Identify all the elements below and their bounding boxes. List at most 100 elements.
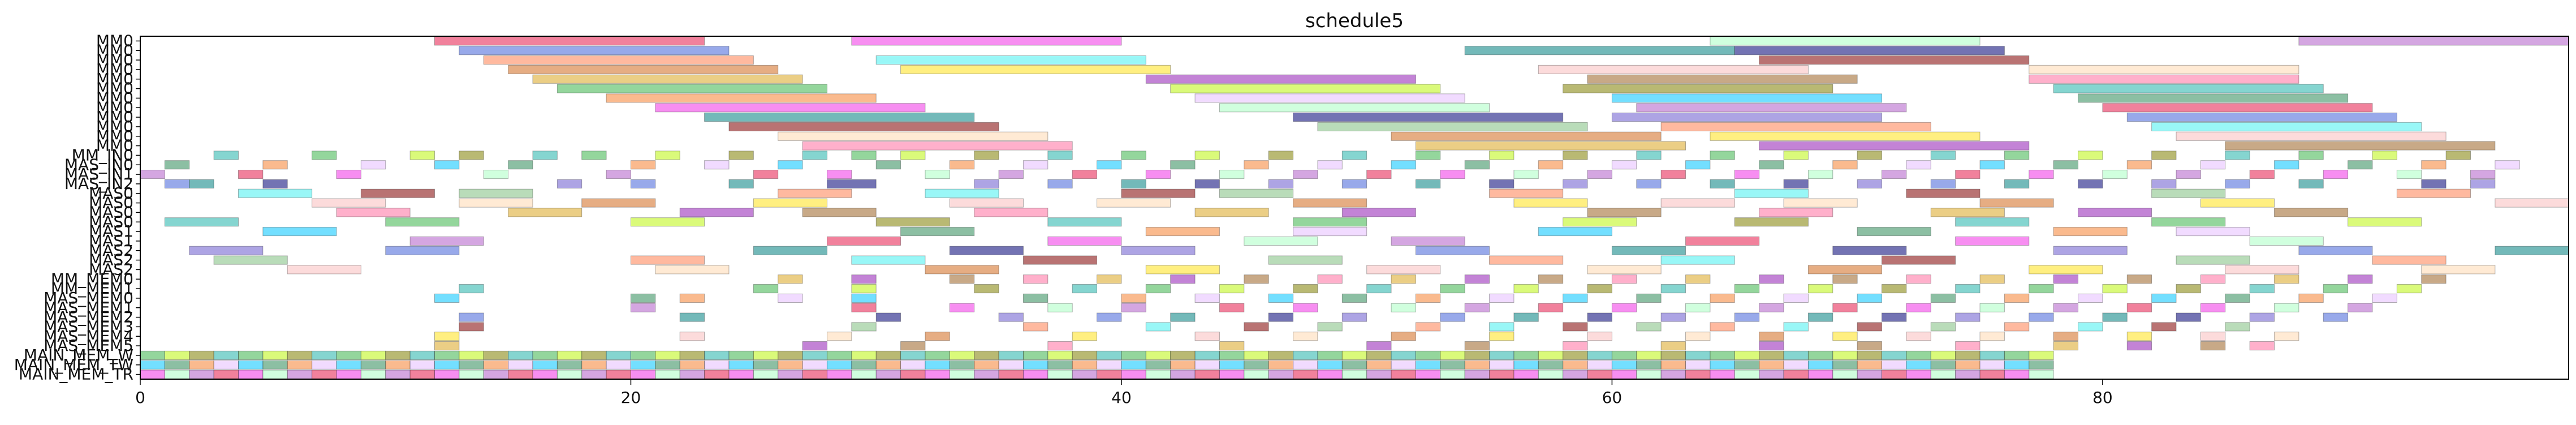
task-bar <box>1440 370 1465 379</box>
task-bar <box>728 151 754 160</box>
task-bar <box>1538 65 1809 74</box>
task-bar <box>728 370 754 379</box>
task-bar <box>1636 151 1662 160</box>
task-bar <box>2249 312 2275 322</box>
task-bar <box>1906 370 1931 379</box>
task-bar <box>1097 312 1122 322</box>
task-bar <box>1759 303 1784 312</box>
task-bar <box>1072 170 1098 179</box>
task-bar <box>2053 274 2079 284</box>
task-bar <box>312 151 337 160</box>
task-bar <box>312 360 337 370</box>
task-bar <box>164 350 190 360</box>
task-bar <box>2029 312 2054 322</box>
task-bar <box>2372 293 2397 303</box>
task-bar <box>875 360 901 370</box>
task-bar <box>1857 322 1883 332</box>
task-bar <box>2029 74 2299 84</box>
task-bar <box>2200 332 2226 341</box>
task-bar <box>1121 151 1146 160</box>
task-bar <box>974 284 999 294</box>
task-bar <box>189 179 214 188</box>
task-bar <box>1759 350 1784 360</box>
y-tick-label: MM0 <box>96 88 133 107</box>
task-bar <box>2151 188 2226 198</box>
task-bar <box>753 170 779 179</box>
task-bar <box>1170 84 1441 93</box>
task-bar <box>1979 360 2005 370</box>
task-bar <box>2078 208 2152 217</box>
task-bar <box>1415 141 1686 151</box>
task-bar <box>2249 341 2275 351</box>
task-bar <box>2298 293 2324 303</box>
task-bar <box>1660 198 1735 208</box>
task-bar <box>826 170 852 179</box>
task-bar <box>1145 284 1171 294</box>
task-bar <box>1415 179 1441 188</box>
task-bar <box>1930 322 1956 332</box>
task-bar <box>2298 246 2373 255</box>
task-bar <box>826 236 901 246</box>
task-bar <box>1317 274 1343 284</box>
task-bar <box>1366 370 1392 379</box>
task-bar <box>2495 246 2569 255</box>
task-bar <box>1857 360 1883 370</box>
task-bar <box>336 350 361 360</box>
task-bar <box>1587 332 1612 341</box>
task-bar <box>1366 360 1392 370</box>
task-bar <box>2126 160 2152 170</box>
task-bar <box>238 370 264 379</box>
task-bar <box>164 360 190 370</box>
task-bar <box>1022 322 1048 332</box>
task-bar <box>1882 255 1956 265</box>
chart-title: schedule5 <box>1305 10 1404 32</box>
task-bar <box>2421 179 2446 188</box>
task-bar <box>312 350 337 360</box>
task-bar <box>1685 236 1760 246</box>
y-tick-label: MAS_MEM0 <box>44 289 133 307</box>
task-bar <box>532 350 558 360</box>
task-bar <box>1293 303 1318 312</box>
task-bar <box>556 179 582 188</box>
task-bar <box>1145 74 1416 84</box>
task-bar <box>875 160 901 170</box>
task-bar <box>1341 312 1367 322</box>
task-bar <box>508 360 533 370</box>
task-bar <box>1513 284 1539 294</box>
task-bar <box>1072 284 1098 294</box>
task-bar <box>679 360 705 370</box>
y-tick-label: MAS0 <box>89 212 133 231</box>
task-bar <box>2004 360 2030 370</box>
task-bar <box>1832 360 1858 370</box>
task-bar <box>1341 151 1367 160</box>
task-bar <box>900 227 975 237</box>
task-bar <box>2298 36 2569 46</box>
task-bar <box>1194 370 1220 379</box>
task-bar <box>483 55 754 65</box>
task-bar <box>1906 360 1931 370</box>
task-bar <box>1194 93 1465 103</box>
task-bar <box>1734 170 1760 179</box>
task-bar <box>1538 227 1612 237</box>
task-bar <box>1415 151 1441 160</box>
task-bar <box>1170 160 1196 170</box>
task-bar <box>1194 350 1220 360</box>
task-bar <box>1685 370 1711 379</box>
task-bar <box>2029 170 2054 179</box>
task-bar <box>1170 350 1196 360</box>
task-bar <box>2078 151 2103 160</box>
task-bar <box>753 198 827 208</box>
task-bar <box>1121 350 1146 360</box>
task-bar <box>1807 370 1833 379</box>
task-bar <box>778 350 803 360</box>
task-bar <box>704 370 730 379</box>
task-bar <box>1611 370 1637 379</box>
task-bar <box>2029 350 2054 360</box>
y-tick-label: MM_IN0 <box>72 145 133 164</box>
task-bar <box>826 350 852 360</box>
task-bar <box>1955 217 2030 227</box>
task-bar <box>1489 293 1514 303</box>
task-bar <box>1660 370 1686 379</box>
task-bar <box>900 65 1171 74</box>
task-bar <box>802 151 827 160</box>
